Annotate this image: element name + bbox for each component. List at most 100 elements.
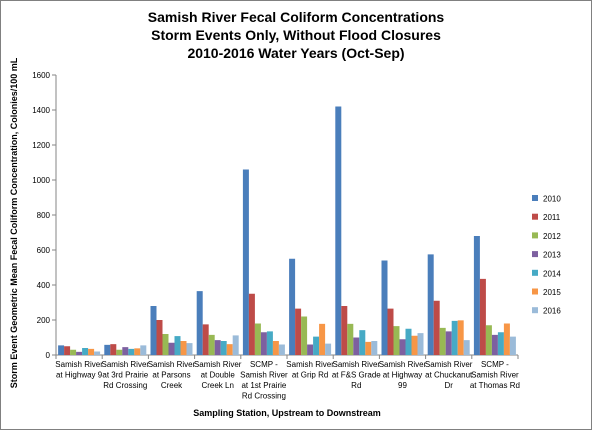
legend-label-2013: 2013 bbox=[543, 251, 561, 260]
bar-2011-6 bbox=[341, 306, 348, 355]
chart-title-line: Samish River Fecal Coliform Concentratio… bbox=[148, 9, 445, 25]
bar-2016-3 bbox=[232, 335, 239, 355]
bar-2014-8 bbox=[451, 320, 458, 355]
x-category-label: at Parsons bbox=[152, 371, 190, 380]
chart-title-line: Storm Events Only, Without Flood Closure… bbox=[151, 27, 441, 43]
legend-swatch-2014 bbox=[532, 269, 538, 276]
bar-2015-1 bbox=[134, 348, 141, 355]
y-tick-label: 400 bbox=[37, 281, 51, 290]
legend: 2010 2011 2012 2013 2014 2015 2016 bbox=[532, 195, 561, 316]
bar-2011-3 bbox=[202, 324, 209, 355]
bar-2013-0 bbox=[76, 351, 83, 355]
x-category-label: at 1st Prairie bbox=[241, 381, 286, 390]
bar-2012-7 bbox=[393, 326, 400, 355]
x-category-label: Samish River bbox=[333, 360, 381, 369]
bar-2016-6 bbox=[371, 341, 378, 355]
bar-2016-1 bbox=[140, 345, 147, 355]
bar-2011-7 bbox=[387, 308, 394, 355]
y-tick-label: 1600 bbox=[32, 71, 50, 80]
x-category-label: Samish River bbox=[379, 360, 427, 369]
bar-2015-5 bbox=[319, 323, 326, 355]
legend-label-2014: 2014 bbox=[543, 269, 561, 278]
y-tick-label: 600 bbox=[37, 246, 51, 255]
x-category-label: Creek bbox=[161, 381, 183, 390]
legend-swatch-2012 bbox=[532, 232, 538, 239]
x-category-label: Samish River bbox=[102, 360, 150, 369]
x-category-label: 99 bbox=[398, 381, 407, 390]
x-category-label: Samish River bbox=[286, 360, 334, 369]
x-category-label: Samish River bbox=[425, 360, 473, 369]
x-category-label: SCMP - bbox=[250, 360, 278, 369]
legend-label-2012: 2012 bbox=[543, 232, 561, 241]
bar-2010-7 bbox=[381, 260, 388, 355]
bar-2010-2 bbox=[150, 306, 157, 355]
bar-2013-7 bbox=[399, 339, 406, 355]
x-category-label: Rd bbox=[351, 381, 361, 390]
bar-2016-8 bbox=[463, 340, 470, 355]
bar-2014-7 bbox=[405, 328, 412, 355]
bar-2016-4 bbox=[278, 344, 285, 355]
bar-2010-1 bbox=[104, 344, 111, 355]
bar-2012-9 bbox=[485, 325, 492, 355]
bar-2012-2 bbox=[162, 334, 169, 355]
bar-2014-2 bbox=[174, 336, 181, 355]
x-category-label: Dr bbox=[444, 381, 453, 390]
legend-label-2011: 2011 bbox=[543, 213, 561, 222]
y-tick-label: 1000 bbox=[32, 176, 50, 185]
bar-2012-3 bbox=[208, 334, 215, 355]
bar-2011-1 bbox=[110, 344, 117, 355]
y-tick-label: 1200 bbox=[32, 141, 50, 150]
x-category-label: Samish River bbox=[471, 371, 519, 380]
plot-area bbox=[55, 75, 518, 356]
bar-2015-8 bbox=[457, 320, 464, 355]
bar-2010-5 bbox=[289, 258, 296, 355]
bar-2015-3 bbox=[226, 344, 233, 355]
legend-swatch-2015 bbox=[532, 288, 538, 295]
chart-title: Samish River Fecal Coliform Concentratio… bbox=[148, 9, 445, 61]
bar-2010-0 bbox=[58, 345, 65, 355]
y-axis-title: Storm Event Geometric Mean Fecal Colifor… bbox=[9, 57, 19, 388]
bar-2015-2 bbox=[180, 341, 187, 355]
y-tick-label: 0 bbox=[46, 351, 51, 360]
legend-swatch-2013 bbox=[532, 251, 538, 258]
x-category-label: at Highway 9 bbox=[56, 371, 103, 380]
x-category-label: at Double bbox=[201, 371, 236, 380]
bar-2016-7 bbox=[417, 333, 424, 355]
bar-2014-1 bbox=[128, 348, 135, 355]
chart-title-line: 2010-2016 Water Years (Oct-Sep) bbox=[187, 45, 404, 61]
bar-2015-4 bbox=[272, 341, 279, 355]
bar-2015-0 bbox=[88, 348, 95, 355]
x-category-label: at F&S Grade bbox=[332, 371, 381, 380]
bar-2012-4 bbox=[254, 323, 261, 355]
bar-2013-2 bbox=[168, 342, 175, 355]
bar-2012-8 bbox=[439, 327, 446, 355]
legend-label-2015: 2015 bbox=[543, 288, 561, 297]
x-category-label: Rd Crossing bbox=[242, 392, 286, 401]
bar-2014-5 bbox=[313, 336, 320, 355]
bar-2014-6 bbox=[359, 330, 366, 355]
bar-2012-0 bbox=[70, 349, 77, 355]
bar-2012-6 bbox=[347, 323, 354, 355]
bar-2013-6 bbox=[353, 337, 360, 355]
bar-2012-5 bbox=[301, 316, 308, 355]
bar-2011-2 bbox=[156, 320, 163, 355]
legend-swatch-2011 bbox=[532, 213, 538, 220]
bar-2016-0 bbox=[94, 351, 101, 355]
x-category-label: Samish River bbox=[55, 360, 103, 369]
y-tick-label: 800 bbox=[37, 211, 51, 220]
y-tick-label: 200 bbox=[37, 316, 51, 325]
legend-label-2010: 2010 bbox=[543, 195, 561, 204]
bar-2014-0 bbox=[82, 348, 89, 355]
x-category-label: Samish River bbox=[148, 360, 196, 369]
bar-2015-6 bbox=[365, 341, 372, 355]
bar-2014-4 bbox=[266, 331, 273, 355]
bar-2013-4 bbox=[260, 332, 267, 355]
x-category-label: at Highway bbox=[383, 371, 423, 380]
bar-2016-9 bbox=[509, 336, 516, 355]
bar-2014-3 bbox=[220, 341, 227, 355]
bar-2010-3 bbox=[196, 291, 203, 355]
bar-2015-7 bbox=[411, 335, 418, 355]
bar-2011-9 bbox=[479, 278, 486, 355]
